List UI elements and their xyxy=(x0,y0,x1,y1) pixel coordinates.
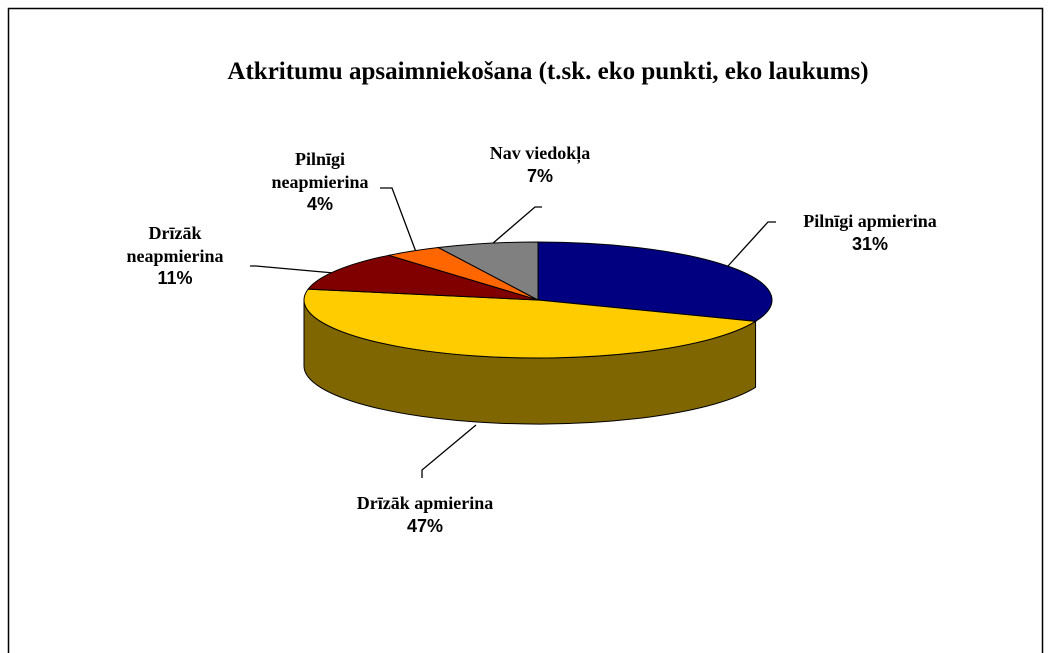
value-label: 4% xyxy=(306,194,333,214)
data-label: Drīzāk apmierina 47% xyxy=(310,492,540,537)
category-label: Pilnīgi neapmierina xyxy=(271,149,369,192)
slice xyxy=(537,241,773,322)
leader-line xyxy=(491,206,542,245)
slice xyxy=(307,254,539,301)
leader-line xyxy=(727,221,776,267)
category-label: Drīzāk neapmierina xyxy=(126,223,224,266)
leader-line xyxy=(421,424,477,478)
data-label: Drīzāk neapmierina 11% xyxy=(100,222,250,290)
chart-title: Atkritumu apsaimniekošana (t.sk. eko pun… xyxy=(227,58,869,85)
value-label: 11% xyxy=(157,268,193,288)
category-label: Pilnīgi apmierina xyxy=(803,211,937,231)
category-label: Nav viedokļa xyxy=(489,143,591,163)
slice xyxy=(303,288,758,359)
data-label: Pilnīgi apmierina 31% xyxy=(775,210,965,255)
leader-line xyxy=(250,265,335,274)
leader-line xyxy=(380,187,417,253)
pie xyxy=(303,241,773,425)
leader-lines xyxy=(250,187,776,478)
slice xyxy=(436,241,539,301)
chart-frame xyxy=(7,7,1044,653)
value-label: 47% xyxy=(406,515,444,536)
value-label: 31% xyxy=(851,233,889,254)
value-label: 7% xyxy=(526,165,553,186)
category-label: Drīzāk apmierina xyxy=(356,493,494,513)
data-label: Pilnīgi neapmierina 4% xyxy=(250,148,390,216)
data-label: Nav viedokļa 7% xyxy=(455,142,625,187)
